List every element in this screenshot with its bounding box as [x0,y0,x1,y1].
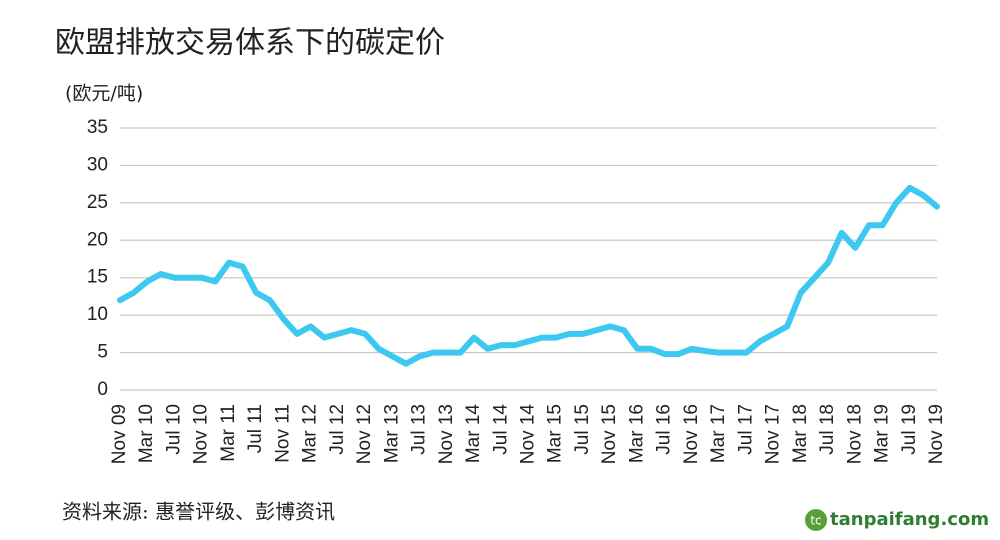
x-tick-label: Jul 16 [654,404,675,455]
y-tick-label: 20 [87,229,108,250]
x-tick-label: Jul 12 [327,404,348,455]
x-tick-label: Nov 12 [354,404,375,464]
y-tick-label: 10 [87,304,108,325]
x-tick-label: Mar 13 [381,404,402,463]
x-tick-label: Nov 14 [518,404,539,465]
svg-text:tc: tc [810,514,821,528]
x-tick-label: Mar 10 [136,404,157,463]
y-tick-label: 30 [87,154,108,175]
x-tick-label: Nov 17 [763,404,784,464]
x-tick-label: Nov 15 [599,404,620,464]
watermark-logo: tc [805,509,827,531]
x-tick-label: Mar 14 [463,404,484,464]
x-tick-label: Jul 18 [817,404,838,455]
x-tick-label: Jul 14 [490,404,511,455]
x-tick-label: Jul 11 [245,404,266,453]
x-tick-label: Nov 10 [191,404,212,464]
line [117,184,940,367]
chart-title: 欧盟排放交易体系下的碳定价 [55,26,445,61]
x-tick-label: Nov 16 [681,404,702,464]
y-axis-label: (欧元/吨) [65,83,143,105]
watermark: tanpaifang.com [830,509,989,530]
x-tick-label: Mar 15 [545,404,566,463]
y-tick-label: 25 [87,192,108,213]
x-tick-label: Mar 12 [300,404,321,463]
x-tick-label: Jul 19 [899,404,920,455]
x-tick-label: Nov 19 [926,404,947,464]
x-tick-label: Jul 17 [735,404,756,455]
x-tick-label: Nov 18 [844,404,865,464]
x-tick-label: Jul 10 [163,404,184,455]
x-tick-label: Jul 15 [572,404,593,455]
y-tick-label: 5 [97,342,108,363]
x-tick-label: Jul 13 [409,404,430,455]
x-tick-label: Nov 11 [272,404,293,463]
x-tick-label: Nov 13 [436,404,457,464]
x-tick-label: Mar 16 [626,404,647,463]
x-tick-label: Nov 09 [109,404,130,464]
x-tick-label: Mar 18 [790,404,811,463]
y-tick-label: 0 [97,379,108,400]
x-tick-label: Mar 17 [708,404,729,463]
x-tick-label: Mar 19 [872,404,893,463]
x-tick-label: Mar 11 [218,404,239,462]
y-tick-label: 35 [87,117,108,138]
source: 资料来源: 惠誉评级、彭博资讯 [62,500,335,524]
y-tick-label: 15 [87,267,108,288]
